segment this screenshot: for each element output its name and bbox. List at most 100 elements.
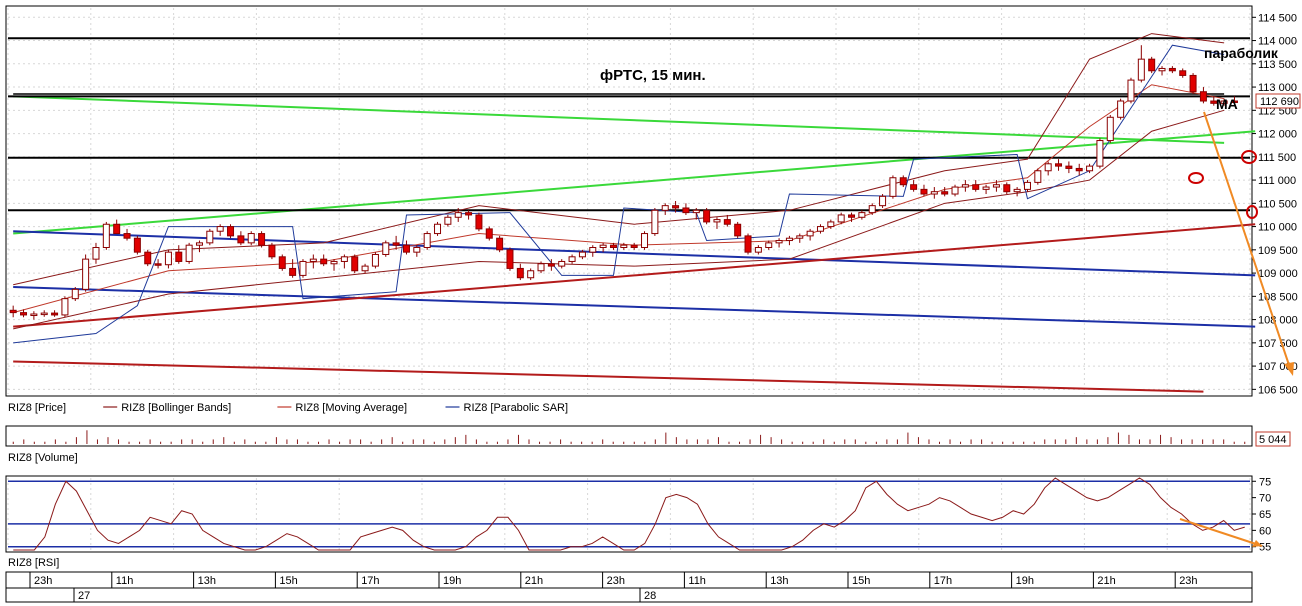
candle-body: [1210, 100, 1218, 104]
candle-body: [382, 242, 390, 255]
candle-body: [1137, 58, 1145, 81]
candle-body: [1199, 91, 1207, 102]
rsi-tick-label: 70: [1259, 493, 1271, 505]
candle-body: [175, 251, 183, 262]
hour-label: 11h: [116, 575, 134, 587]
candle-body: [558, 260, 566, 267]
candle-body: [951, 186, 959, 195]
candle-body: [144, 251, 152, 265]
candle-body: [61, 298, 69, 316]
y-tick-label: 107 500: [1258, 338, 1298, 350]
candle-body: [961, 184, 969, 188]
volume-label: RIZ8 [Volume]: [8, 452, 78, 464]
rsi-line: [13, 477, 1245, 551]
candle-body: [1127, 79, 1135, 102]
candle-body: [775, 240, 783, 244]
candle-body: [744, 235, 752, 253]
candle-body: [982, 186, 990, 190]
time-axis: 23h 11h 13h 15h 17h 19h 21h 23h 11h 13h 15h 17h 19h 2…: [29, 572, 1198, 602]
candle-body: [30, 313, 38, 317]
candle-body: [465, 212, 473, 216]
rsi-grid: [7, 478, 1251, 550]
hour-label: 15h: [852, 575, 870, 587]
candle-body: [289, 267, 297, 276]
hour-label: 23h: [34, 575, 52, 587]
candle-body: [1168, 67, 1176, 72]
candle-body: [609, 244, 617, 249]
parabolic-annotation: параболик: [1204, 45, 1279, 61]
time-axis-hours: [5, 571, 1253, 589]
candle-body: [1013, 188, 1021, 193]
candle-body: [206, 230, 214, 244]
rsi-tick-label: 55: [1259, 542, 1271, 554]
day-label: 28: [644, 590, 656, 602]
candle-body: [454, 212, 462, 218]
candle-body: [848, 214, 856, 218]
y-tick-label: 110 500: [1258, 198, 1297, 210]
candle-body: [444, 216, 452, 225]
candle-body: [868, 205, 876, 214]
candle-body: [1055, 163, 1063, 167]
candle-body: [1065, 165, 1073, 169]
legend: RIZ8 [Price] RIZ8 [Bollinger Bands] RIZ8 […: [8, 402, 568, 414]
candle-body: [734, 223, 742, 237]
candle-body: [133, 237, 141, 253]
candle-body: [1117, 100, 1125, 118]
candle-body: [672, 205, 680, 209]
y-tick-label: 114 500: [1258, 12, 1297, 24]
bollinger-lower: [13, 109, 1225, 330]
hour-label: 23h: [1179, 575, 1197, 587]
y-tick-label: 114 000: [1258, 36, 1297, 48]
candle-body: [630, 244, 638, 249]
y-tick-label: 111 500: [1258, 152, 1296, 164]
circle-marker: [1241, 150, 1257, 164]
candle-body: [765, 242, 773, 249]
candle-body: [641, 233, 649, 249]
candle-body: [796, 235, 804, 239]
candle-body: [1179, 70, 1187, 76]
candle-body: [258, 233, 266, 246]
last-price-label: 112 690: [1260, 96, 1299, 108]
candle-body: [1189, 74, 1197, 93]
candle-body: [589, 247, 597, 253]
rsi-tick-label: 65: [1259, 509, 1271, 521]
candle-body: [899, 177, 907, 186]
hour-label: 21h: [525, 575, 543, 587]
y-tick-label: 108 000: [1258, 315, 1298, 327]
candle-body: [351, 256, 359, 272]
time-axis-days: [5, 587, 1253, 603]
candle-body: [992, 184, 1000, 188]
candle-body: [599, 244, 607, 249]
candle-body: [889, 177, 897, 197]
y-tick-label: 109 000: [1258, 268, 1298, 280]
candle-body: [102, 223, 110, 249]
candle-body: [682, 207, 690, 214]
candle-body: [1044, 163, 1052, 172]
candle-body: [51, 312, 59, 316]
candle-body: [237, 235, 245, 244]
candle-body: [185, 244, 193, 262]
last-price-box: [1255, 93, 1301, 109]
trend-line: [13, 230, 1256, 277]
candle-body: [1230, 100, 1238, 104]
hour-label: 17h: [361, 575, 379, 587]
candle-body: [340, 256, 348, 262]
candle-body: [827, 221, 835, 228]
candles: [9, 45, 1238, 320]
volume-panel: [5, 425, 1253, 447]
volume-value-box: [1255, 431, 1291, 447]
candle-body: [392, 242, 400, 246]
trend-line: [13, 360, 1204, 393]
candle-body: [371, 253, 379, 267]
y-tick-label: 112 000: [1258, 129, 1297, 141]
candle-body: [692, 209, 700, 214]
volume-value: 5 044: [1259, 434, 1287, 446]
candle-body: [71, 288, 79, 300]
candle-body: [661, 205, 669, 211]
candle-body: [620, 244, 628, 249]
candle-body: [1106, 116, 1114, 142]
candle-body: [227, 226, 235, 237]
candle-body: [402, 244, 410, 253]
parabolic-sar: [13, 44, 1225, 344]
candle-body: [82, 258, 90, 290]
